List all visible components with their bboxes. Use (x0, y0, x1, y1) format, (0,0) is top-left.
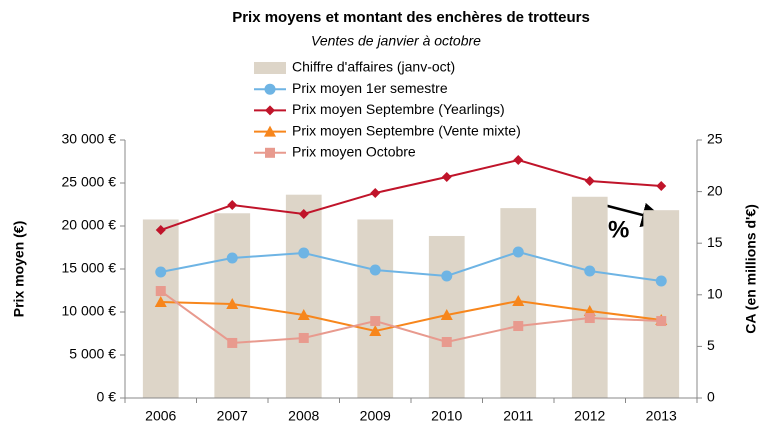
y-tick-label: 0 € (97, 389, 117, 405)
point (155, 266, 167, 278)
legend-marker (265, 105, 275, 116)
y-tick-label: 25 000 € (62, 174, 117, 190)
point (298, 332, 309, 343)
point (512, 246, 524, 258)
legend-label: Prix moyen 1er semestre (292, 80, 448, 96)
point (513, 321, 524, 332)
legend-marker (264, 125, 276, 137)
x-tick-label: 2011 (503, 408, 533, 424)
point (441, 270, 453, 282)
point (227, 337, 238, 348)
y-tick-label: 10 000 € (62, 303, 117, 319)
point (155, 225, 166, 236)
point (584, 265, 596, 277)
point (584, 176, 595, 187)
point (441, 337, 452, 348)
bar (643, 210, 680, 398)
point (584, 313, 595, 324)
point (440, 309, 453, 321)
point (155, 286, 166, 297)
y2-tick-label: 0 (707, 389, 715, 405)
point (441, 171, 452, 182)
bar (357, 219, 394, 398)
y-axis-label: Prix moyen (€) (11, 221, 27, 317)
bar (571, 196, 608, 398)
bar (285, 194, 322, 398)
y-tick-label: 5 000 € (69, 346, 116, 362)
legend-label: Prix moyen Octobre (292, 144, 416, 160)
point (656, 181, 667, 192)
y-tick-label: 30 000 € (62, 131, 117, 147)
legend-label: Chiffre d'affaires (janv-oct) (292, 59, 455, 75)
point (369, 264, 381, 276)
x-tick-label: 2009 (360, 408, 391, 424)
legend-marker (264, 83, 276, 95)
chart-title: Prix moyens et montant des enchères de t… (232, 9, 590, 26)
y2-axis-label: CA (en millions d'€) (743, 204, 759, 334)
legend-swatch (254, 62, 286, 74)
x-tick-label: 2012 (574, 408, 605, 424)
y2-tick-label: 10 (707, 286, 723, 302)
x-tick-label: 2013 (646, 408, 677, 424)
point (227, 200, 238, 211)
point (154, 296, 167, 308)
bar (142, 219, 179, 398)
point (656, 316, 667, 327)
point (297, 309, 310, 321)
point (512, 294, 525, 306)
x-tick-label: 2006 (145, 408, 176, 424)
line-series (160, 299, 662, 333)
y-tick-label: 15 000 € (62, 260, 117, 276)
point (298, 247, 310, 259)
line-series (160, 250, 662, 283)
x-tick-label: 2007 (217, 408, 248, 424)
line-series (160, 159, 662, 231)
legend-marker (265, 147, 275, 158)
y2-tick-label: 20 (707, 182, 723, 198)
y2-tick-label: 5 (707, 337, 715, 353)
y2-tick-label: 25 (707, 131, 723, 147)
point (369, 325, 382, 337)
y-tick-label: 20 000 € (62, 217, 117, 233)
point (298, 208, 309, 219)
y2-tick-label: 15 (707, 234, 723, 250)
chart-subtitle: Ventes de janvier à octobre (311, 33, 481, 49)
legend-label: Prix moyen Septembre (Yearlings) (292, 101, 505, 117)
line-series (160, 290, 662, 344)
x-tick-label: 2010 (431, 408, 462, 424)
point (226, 252, 238, 264)
x-tick-label: 2008 (288, 408, 319, 424)
point (655, 275, 667, 287)
point (226, 298, 239, 310)
legend-label: Prix moyen Septembre (Vente mixte) (292, 122, 521, 138)
point (513, 155, 524, 166)
point (370, 187, 381, 198)
point (370, 316, 381, 327)
